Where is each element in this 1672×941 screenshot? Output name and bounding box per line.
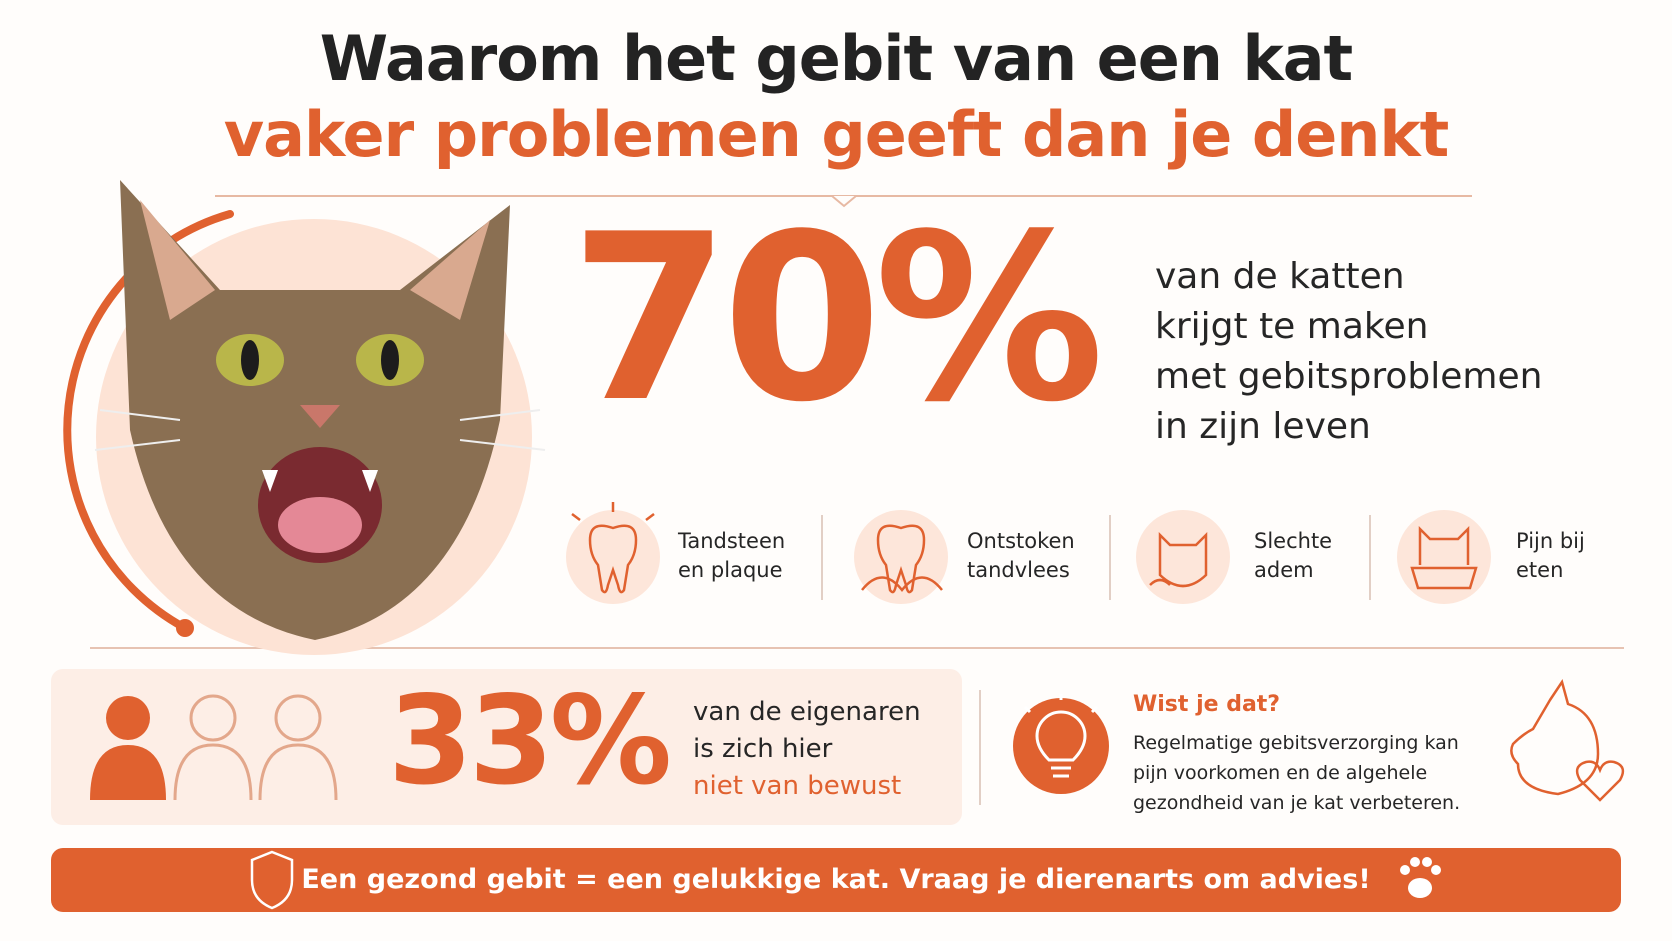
text-line: is zich hier [693, 734, 833, 764]
bulb-icon [1023, 694, 1099, 778]
arc-dot [176, 619, 194, 637]
text-line: Ontstoken [967, 529, 1075, 553]
problem-label: Tandsteen en plaque [678, 527, 785, 585]
text-line: Tandsteen [678, 529, 786, 553]
problem-icons [571, 502, 1478, 594]
text-line: krijgt te maken [1155, 306, 1429, 347]
cat-illustration [94, 180, 546, 640]
text-line: tandvlees [967, 558, 1070, 582]
text-line: gezondheid van je kat verbeteren. [1133, 792, 1461, 814]
main-stat-value: 70% [570, 186, 1105, 453]
tip-text: Regelmatige gebitsverzorging kan pijn vo… [1133, 728, 1460, 818]
problem-label: Slechte adem [1254, 527, 1332, 585]
text-line: van de eigenaren [693, 697, 921, 727]
text-line: pijn voorkomen en de algehele [1133, 762, 1428, 784]
title: Waarom het gebit van een kat [319, 22, 1353, 95]
tip-title: Wist je dat? [1133, 692, 1281, 717]
owner-stat-value: 33% [388, 670, 672, 812]
shield-icon [250, 850, 294, 910]
text-line: van de katten [1155, 256, 1405, 297]
divider-notch [831, 195, 857, 208]
problem-label: Ontstoken tandvlees [967, 527, 1075, 585]
cat-heart-icon [1510, 679, 1625, 802]
problem-label: Pijn bij eten [1516, 527, 1585, 585]
problem-separators [821, 515, 1371, 600]
paw-icon [1400, 857, 1441, 898]
text-line: Slechte [1254, 529, 1333, 553]
bulb-bg [1013, 698, 1109, 794]
subtitle: vaker problemen geeft dan je denkt [223, 98, 1450, 171]
main-stat-text: van de katten krijgt te maken met gebits… [1155, 252, 1542, 452]
text-line: adem [1254, 558, 1314, 582]
highlight: niet van bewust [693, 771, 902, 801]
footer-text: Een gezond gebit = een gelukkige kat. Vr… [301, 864, 1371, 895]
text-line: eten [1516, 558, 1564, 582]
owner-stat-text: van de eigenaren is zich hier niet van b… [693, 694, 921, 805]
text-line: Regelmatige gebitsverzorging kan [1133, 732, 1459, 754]
text-line: Pijn bij [1516, 529, 1585, 553]
text-line: en plaque [678, 558, 783, 582]
text-line: in zijn leven [1155, 406, 1371, 447]
footer-bar [51, 848, 1621, 912]
people-icons [90, 694, 338, 801]
text-line: met gebitsproblemen [1155, 356, 1543, 397]
